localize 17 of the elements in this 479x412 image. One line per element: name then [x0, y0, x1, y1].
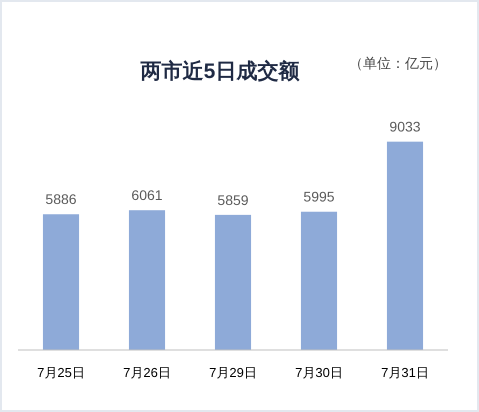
chart-subtitle: （单位：亿元）	[349, 55, 447, 71]
x-tick-label: 7月29日	[209, 365, 257, 380]
data-label: 5886	[45, 191, 77, 208]
x-tick-label: 7月26日	[123, 365, 171, 380]
data-label: 5995	[303, 188, 335, 205]
bar	[128, 210, 166, 350]
data-label: 6061	[131, 187, 163, 204]
data-label: 5859	[217, 192, 249, 208]
bar	[300, 212, 338, 350]
x-tick-label: 7月30日	[295, 365, 343, 380]
bar	[42, 214, 80, 350]
bar	[386, 142, 424, 350]
x-tick-label: 7月25日	[37, 365, 85, 380]
x-tick-label: 7月31日	[381, 365, 429, 380]
data-label: 9033	[389, 118, 421, 135]
bar	[214, 214, 252, 350]
chart-title: 两市近5日成交额	[140, 59, 300, 83]
